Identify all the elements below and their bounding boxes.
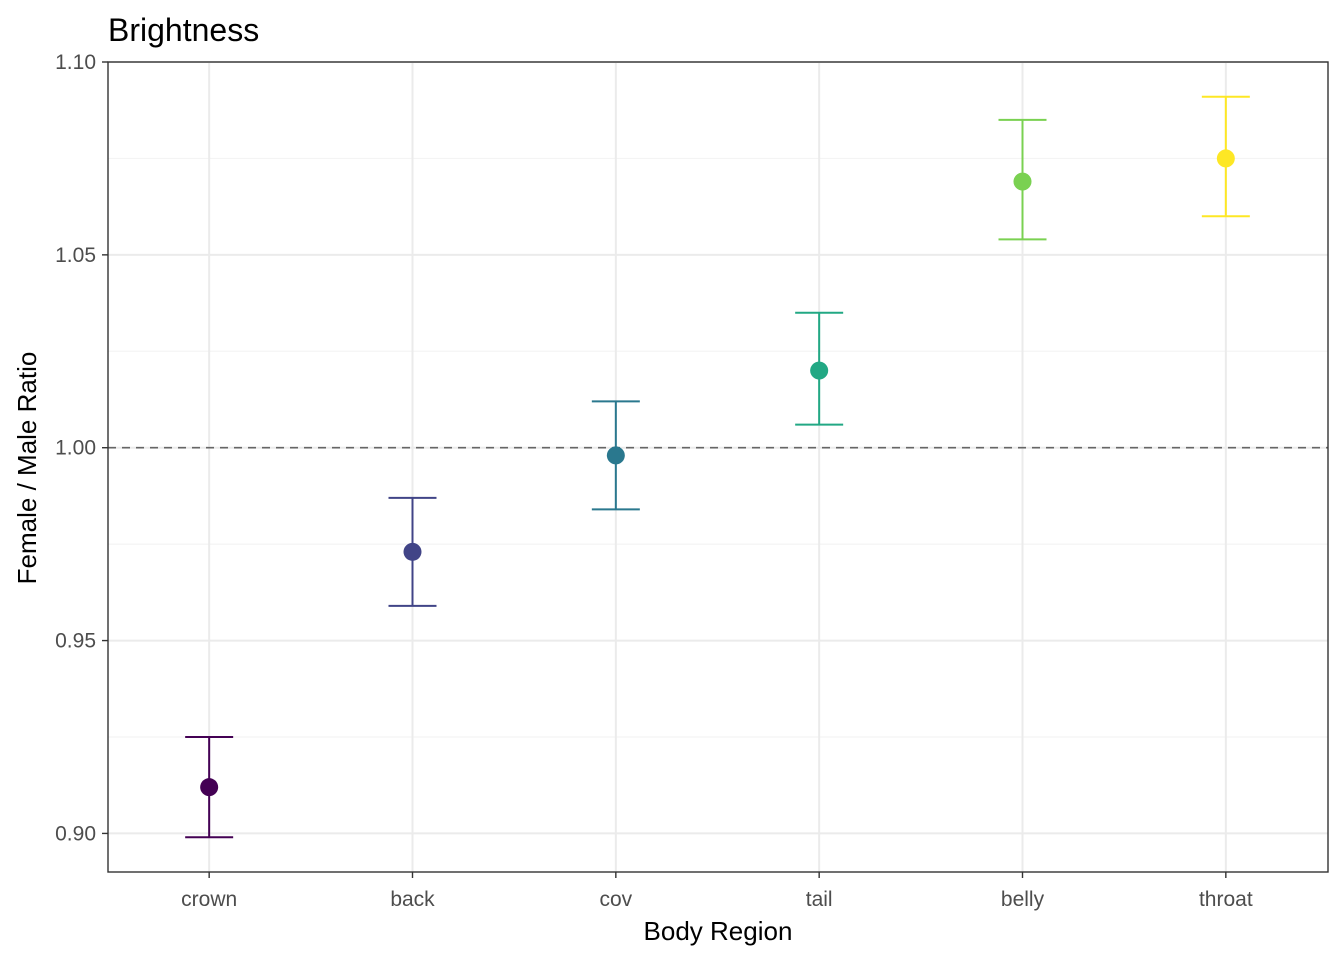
y-axis-ticks: 0.90 0.95 1.00 1.05 1.10 xyxy=(55,51,108,845)
y-axis-title: Female / Male Ratio xyxy=(12,352,42,585)
point-tail xyxy=(810,361,829,380)
minor-gridlines xyxy=(108,157,1328,738)
data-points xyxy=(200,149,1235,797)
x-tick-label-throat: throat xyxy=(1199,888,1253,911)
x-axis-ticks: crown back cov tail belly throat xyxy=(181,872,1253,911)
point-throat xyxy=(1216,149,1235,168)
point-belly xyxy=(1013,172,1032,191)
y-tick-label: 1.05 xyxy=(55,244,96,267)
y-tick-label: 0.90 xyxy=(55,822,96,845)
point-back xyxy=(403,542,422,561)
x-tick-label-crown: crown xyxy=(181,888,237,911)
major-gridlines xyxy=(108,61,1328,872)
x-tick-label-back: back xyxy=(390,888,435,911)
x-tick-label-belly: belly xyxy=(1001,888,1045,911)
y-tick-label: 1.10 xyxy=(55,51,96,74)
error-bars xyxy=(185,95,1250,839)
y-tick-label: 1.00 xyxy=(55,437,96,460)
x-tick-label-cov: cov xyxy=(599,888,632,911)
point-cov xyxy=(606,446,625,465)
x-tick-label-tail: tail xyxy=(806,888,833,911)
chart-title: Brightness xyxy=(108,12,259,48)
point-crown xyxy=(200,778,219,797)
panel-border xyxy=(107,61,1329,873)
x-axis-title: Body Region xyxy=(644,916,793,946)
y-tick-label: 0.95 xyxy=(55,630,96,653)
